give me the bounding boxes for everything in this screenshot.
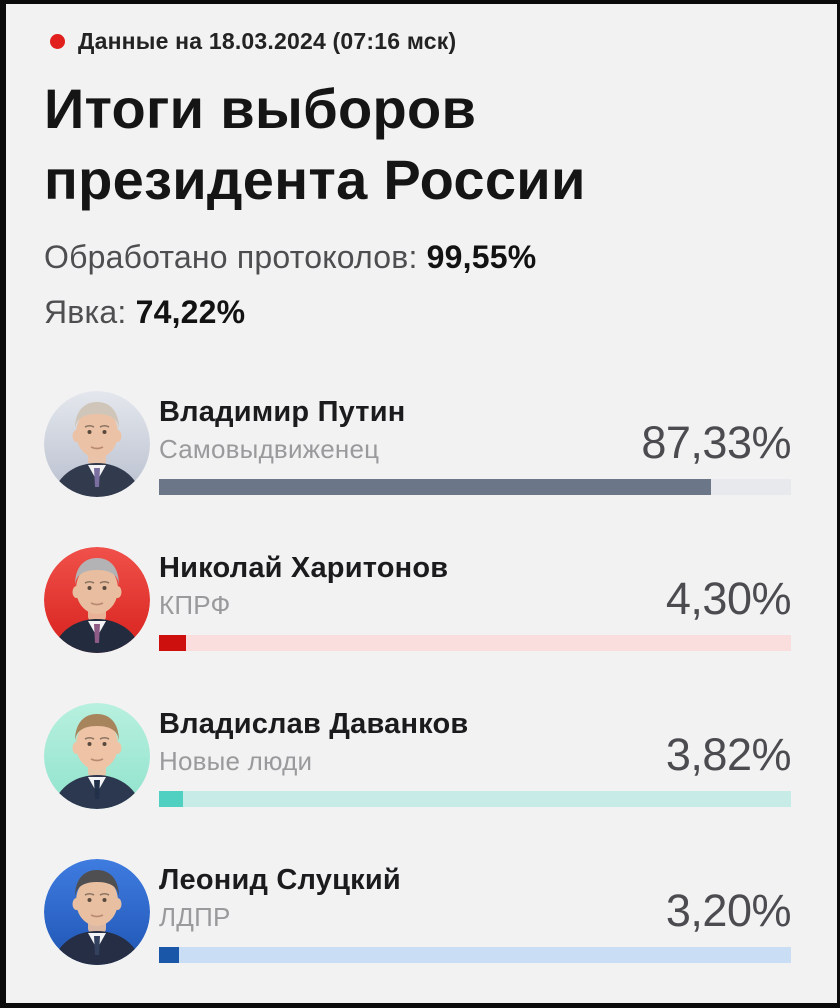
candidate-row: Леонид Слуцкий ЛДПР 3,20%: [44, 859, 792, 966]
result-bar-track: [159, 791, 791, 808]
result-bar-track: [159, 635, 791, 652]
candidate-party: ЛДПР: [159, 902, 231, 933]
candidate-row: Николай Харитонов КПРФ 4,30%: [44, 547, 792, 654]
person-portrait-icon: [44, 859, 150, 966]
candidate-party: Самовыдвиженец: [159, 434, 380, 465]
page-title-line2: президента России: [44, 148, 586, 212]
candidate-avatar: [44, 391, 150, 498]
protocols-value: 99,55%: [426, 239, 537, 276]
result-bar-fill: [159, 791, 184, 808]
candidate-percent: 3,82%: [665, 729, 792, 781]
result-bar-track: [159, 479, 791, 496]
result-bar-fill: [159, 947, 180, 964]
candidate-list: Владимир Путин Самовыдвиженец 87,33%: [44, 391, 792, 966]
result-bar-track: [159, 947, 791, 964]
turnout-label: Явка:: [44, 294, 136, 331]
candidate-percent: 4,30%: [665, 573, 792, 625]
candidate-avatar: [44, 859, 150, 966]
live-dot-icon: [50, 34, 65, 49]
candidate-name: Леонид Слуцкий: [159, 864, 401, 897]
candidate-percent: 3,20%: [665, 885, 792, 937]
candidate-avatar: [44, 703, 150, 810]
candidate-name: Владислав Даванков: [159, 708, 469, 741]
person-portrait-icon: [44, 391, 150, 498]
candidate-party: КПРФ: [159, 590, 231, 621]
turnout: Явка: 74,22%: [44, 294, 791, 331]
page-title-line1: Итоги выборов: [44, 77, 477, 140]
protocols-label: Обработано протоколов:: [44, 239, 427, 276]
candidate-party: Новые люди: [159, 746, 313, 777]
data-timestamp-row: Данные на 18.03.2024 (07:16 мск): [44, 28, 791, 55]
person-portrait-icon: [44, 703, 150, 810]
candidate-row: Владимир Путин Самовыдвиженец 87,33%: [44, 391, 791, 498]
result-bar-fill: [159, 635, 187, 652]
person-portrait-icon: [44, 547, 150, 654]
summary-stats: Обработано протоколов: 99,55% Явка: 74,2…: [44, 239, 791, 331]
page-title: Итоги выборов президента России: [44, 73, 791, 215]
candidate-name: Владимир Путин: [159, 396, 406, 429]
candidate-name: Николай Харитонов: [159, 552, 449, 585]
candidate-percent: 87,33%: [641, 417, 791, 469]
candidate-row: Владислав Даванков Новые люди 3,82%: [44, 703, 792, 810]
data-timestamp: Данные на 18.03.2024 (07:16 мск): [78, 28, 457, 54]
protocols-processed: Обработано протоколов: 99,55%: [44, 239, 791, 276]
candidate-avatar: [44, 547, 150, 654]
turnout-value: 74,22%: [135, 294, 246, 331]
result-bar-fill: [159, 479, 711, 496]
